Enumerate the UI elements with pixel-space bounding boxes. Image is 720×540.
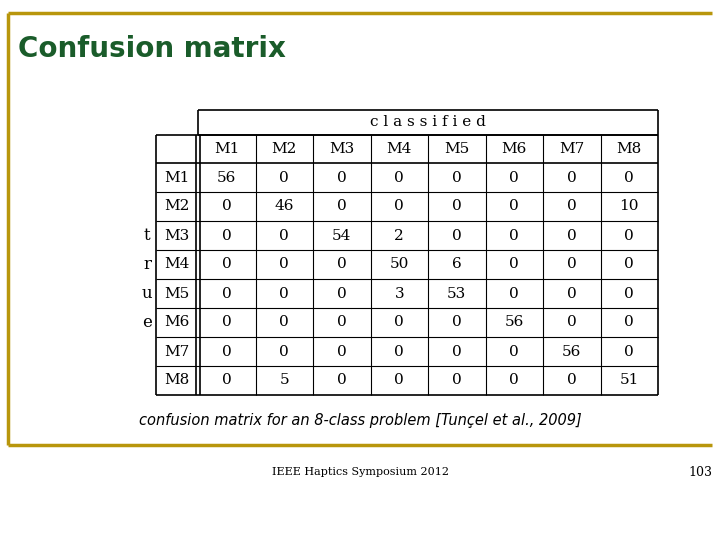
Text: 0: 0 [567,258,577,272]
Text: M3: M3 [164,228,189,242]
Text: 0: 0 [395,315,404,329]
Text: 0: 0 [395,171,404,185]
Text: 0: 0 [452,199,462,213]
Text: 0: 0 [624,287,634,300]
Text: M5: M5 [164,287,189,300]
Text: M6: M6 [502,142,527,156]
Text: 0: 0 [337,345,346,359]
Text: M1: M1 [214,142,240,156]
Text: M4: M4 [164,258,189,272]
Text: 103: 103 [688,465,712,478]
Text: 10: 10 [619,199,639,213]
Text: 56: 56 [217,171,236,185]
Text: 0: 0 [509,228,519,242]
Text: 0: 0 [337,171,346,185]
Text: r: r [143,256,151,273]
Text: 0: 0 [624,345,634,359]
Text: 0: 0 [509,258,519,272]
Text: 53: 53 [447,287,467,300]
Text: M2: M2 [271,142,297,156]
Text: 56: 56 [505,315,524,329]
Text: 0: 0 [509,171,519,185]
Text: 0: 0 [567,287,577,300]
Text: M7: M7 [559,142,585,156]
Text: 0: 0 [337,199,346,213]
Text: 0: 0 [567,315,577,329]
Text: 0: 0 [509,199,519,213]
Text: 0: 0 [279,228,289,242]
Text: 54: 54 [332,228,351,242]
Text: 0: 0 [279,345,289,359]
Text: confusion matrix for an 8-class problem [Tunçel et al., 2009]: confusion matrix for an 8-class problem … [139,413,581,428]
Text: 0: 0 [222,258,232,272]
Text: 0: 0 [509,374,519,388]
Text: M5: M5 [444,142,469,156]
Text: IEEE Haptics Symposium 2012: IEEE Haptics Symposium 2012 [271,467,449,477]
Text: 0: 0 [279,315,289,329]
Text: M4: M4 [387,142,412,156]
Text: 0: 0 [395,199,404,213]
Text: M3: M3 [329,142,354,156]
Text: 50: 50 [390,258,409,272]
Text: M2: M2 [164,199,189,213]
Text: 2: 2 [395,228,404,242]
Text: 0: 0 [395,374,404,388]
Text: 0: 0 [567,199,577,213]
Text: 0: 0 [452,171,462,185]
Text: c l a s s i f i e d: c l a s s i f i e d [370,116,486,130]
Text: 0: 0 [452,315,462,329]
Text: 0: 0 [624,258,634,272]
Text: 0: 0 [222,315,232,329]
Text: 0: 0 [279,258,289,272]
Text: 0: 0 [452,374,462,388]
Text: t: t [144,227,150,244]
Text: 0: 0 [567,374,577,388]
Text: 0: 0 [279,287,289,300]
Text: Confusion matrix: Confusion matrix [18,35,286,63]
Text: 0: 0 [567,171,577,185]
Text: 0: 0 [222,374,232,388]
Text: 0: 0 [567,228,577,242]
Text: M8: M8 [616,142,642,156]
Text: 0: 0 [624,315,634,329]
Text: 3: 3 [395,287,404,300]
Text: M8: M8 [164,374,189,388]
Text: 0: 0 [222,345,232,359]
Text: 0: 0 [509,287,519,300]
Text: 0: 0 [222,199,232,213]
Text: M1: M1 [164,171,189,185]
Text: 0: 0 [395,345,404,359]
Text: 0: 0 [279,171,289,185]
Text: 6: 6 [452,258,462,272]
Text: 0: 0 [337,287,346,300]
Text: M6: M6 [164,315,189,329]
Text: 0: 0 [337,315,346,329]
Text: 56: 56 [562,345,582,359]
Text: e: e [142,314,152,331]
Text: M7: M7 [164,345,189,359]
Text: 0: 0 [337,374,346,388]
Text: 5: 5 [279,374,289,388]
Text: 0: 0 [337,258,346,272]
Text: 0: 0 [624,228,634,242]
Text: 46: 46 [274,199,294,213]
Text: u: u [142,285,153,302]
Text: 0: 0 [452,345,462,359]
Text: 0: 0 [624,171,634,185]
Text: 0: 0 [222,228,232,242]
Text: 51: 51 [620,374,639,388]
Text: 0: 0 [222,287,232,300]
Text: 0: 0 [452,228,462,242]
Text: 0: 0 [509,345,519,359]
